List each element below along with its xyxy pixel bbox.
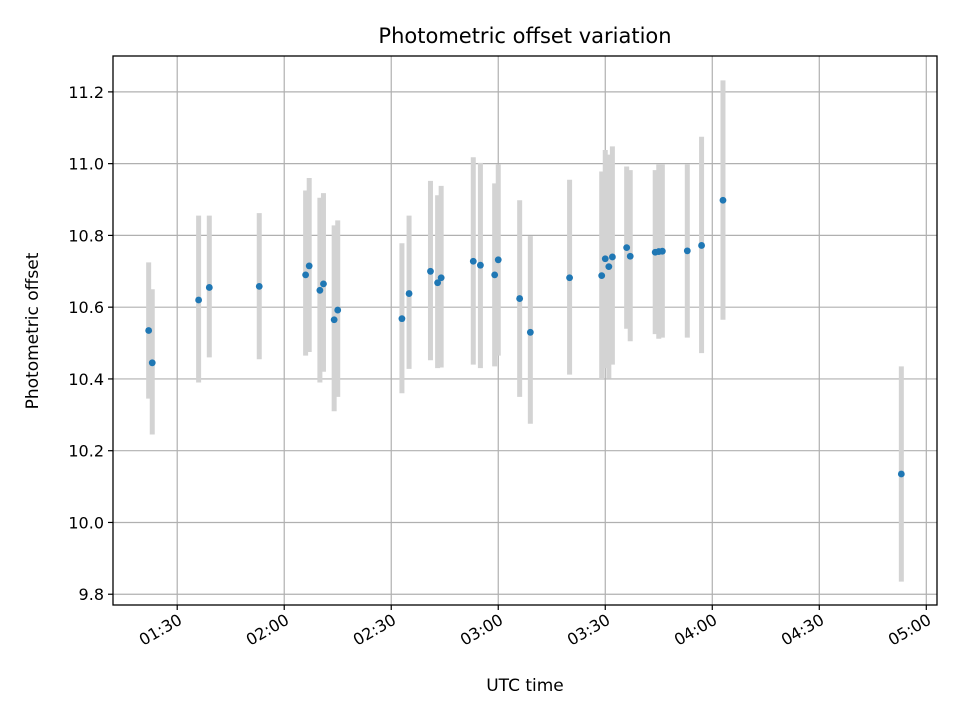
data-point	[434, 279, 442, 287]
data-point	[305, 262, 313, 270]
data-point	[683, 247, 691, 255]
y-tick-label: 10.4	[68, 370, 104, 389]
y-axis-ticks: 9.8 10.0 10.2 10.4 10.6 10.8 11.0 11.2	[68, 83, 113, 604]
chart-title: Photometric offset variation	[378, 24, 671, 48]
data-point	[516, 295, 524, 302]
data-point	[658, 247, 666, 255]
y-tick-label: 11.0	[68, 155, 104, 174]
data-point	[469, 257, 477, 265]
y-tick-label: 11.2	[68, 83, 104, 102]
x-tick-label: 02:30	[350, 610, 399, 650]
data-point	[398, 315, 406, 323]
data-point	[626, 252, 634, 260]
data-point	[598, 272, 606, 279]
data-point	[255, 282, 263, 290]
x-tick-label: 01:30	[136, 610, 185, 650]
data-point	[605, 263, 613, 271]
data-point	[437, 274, 445, 282]
data-point	[601, 255, 609, 263]
y-tick-label: 10.8	[68, 226, 104, 245]
x-axis-ticks: 01:30 02:00 02:30 03:00 03:30 04:00 04:30 05:00	[136, 605, 934, 650]
data-point	[526, 328, 534, 336]
data-point	[205, 284, 213, 291]
data-points	[145, 196, 905, 478]
plot-frame	[112, 55, 938, 606]
y-tick-label: 10.6	[68, 298, 104, 317]
data-point	[148, 359, 156, 367]
x-axis-label: UTC time	[486, 676, 564, 696]
x-tick-label: 04:30	[778, 610, 827, 650]
data-point	[897, 470, 905, 478]
x-tick-label: 02:00	[243, 610, 292, 650]
y-axis-label: Photometric offset	[23, 252, 43, 409]
data-point	[719, 196, 727, 204]
x-tick-label: 04:00	[671, 610, 720, 650]
data-point	[334, 306, 342, 314]
y-tick-label: 9.8	[79, 585, 104, 604]
data-point	[608, 253, 616, 261]
y-tick-label: 10.0	[68, 513, 104, 532]
data-point	[477, 261, 484, 269]
data-point	[145, 327, 153, 334]
data-point	[698, 242, 705, 249]
x-tick-label: 03:30	[564, 610, 613, 650]
data-point	[195, 296, 203, 304]
gridlines	[113, 56, 937, 605]
data-point	[491, 271, 499, 279]
x-tick-label: 03:00	[457, 610, 506, 650]
data-point	[320, 280, 327, 288]
data-point	[330, 316, 338, 324]
data-point	[494, 256, 502, 264]
data-point	[623, 244, 631, 252]
x-tick-label: 05:00	[885, 610, 934, 650]
data-point	[427, 267, 434, 275]
data-point	[316, 286, 324, 294]
data-point	[566, 274, 573, 282]
data-point	[302, 271, 310, 279]
error-bars	[146, 80, 904, 582]
y-tick-label: 10.2	[68, 442, 104, 461]
data-point	[405, 290, 413, 297]
